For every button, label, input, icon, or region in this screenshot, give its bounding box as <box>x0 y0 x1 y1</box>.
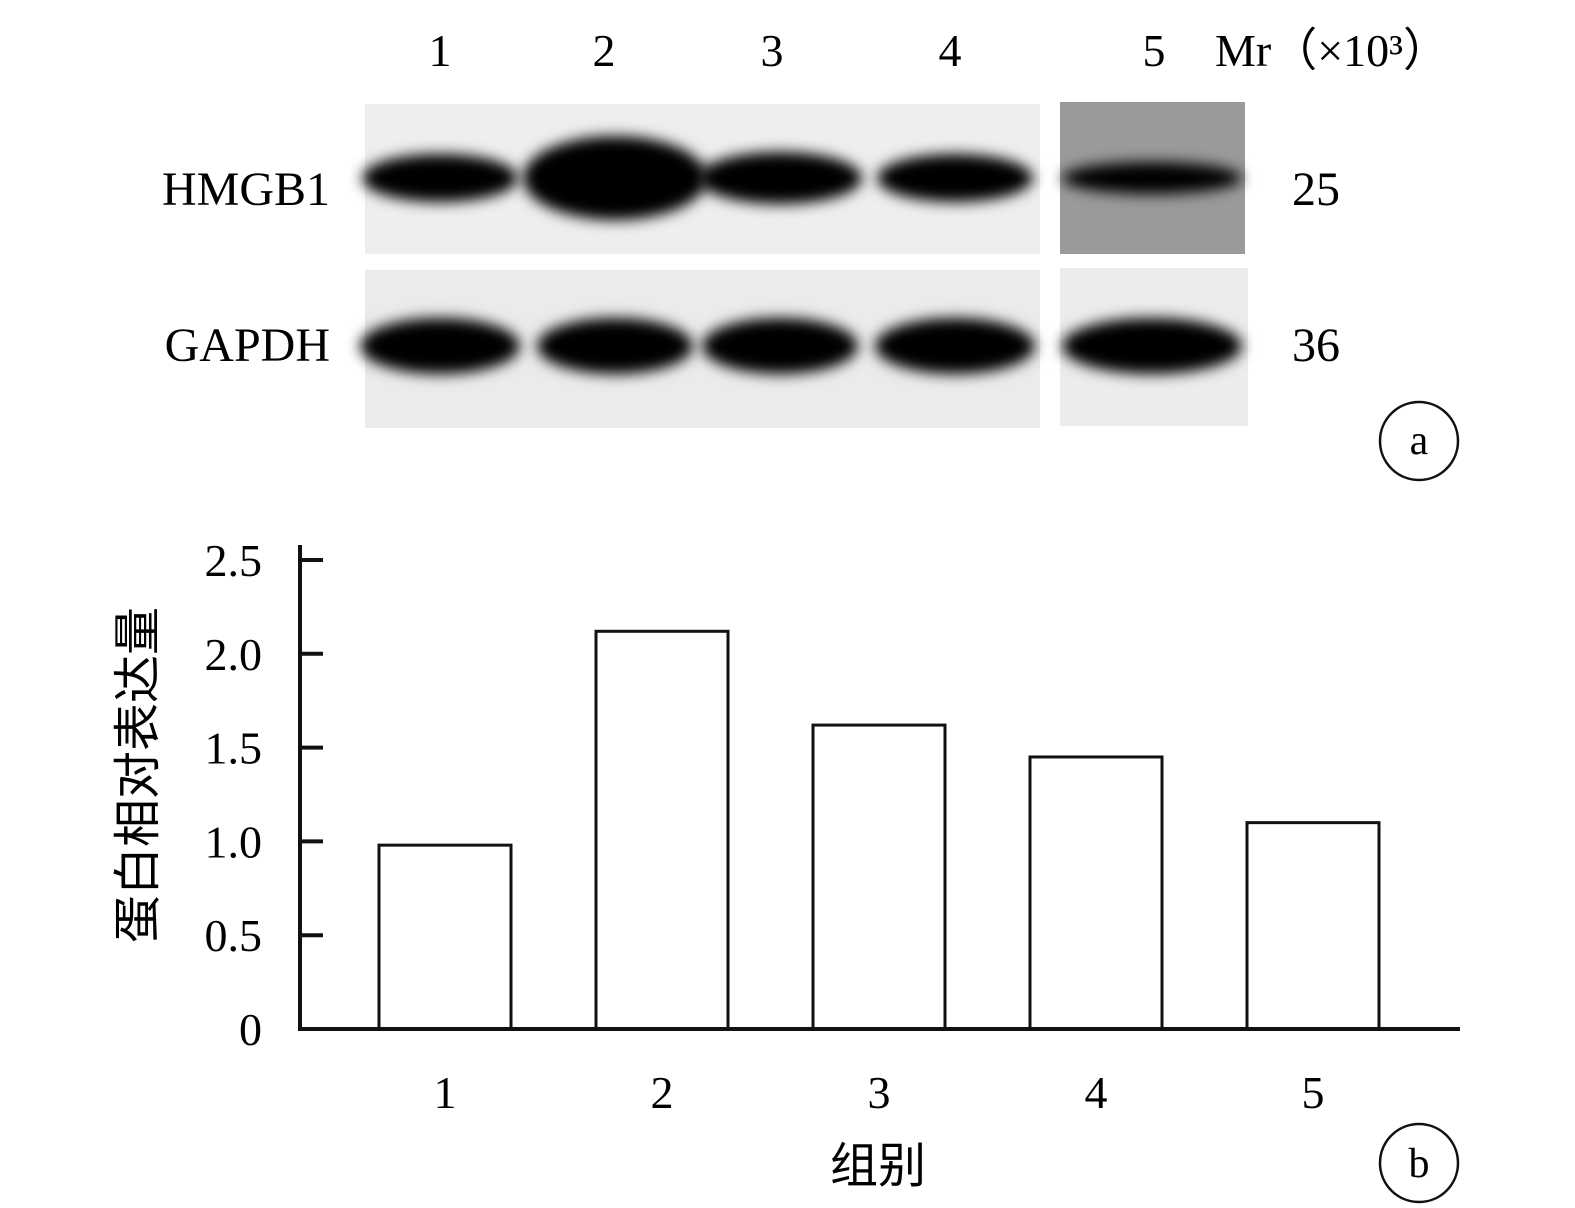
bar-chart-panel: 0 0.5 1.0 1.5 2.0 2.5 1 2 3 4 5 蛋白相对表达量 组别 b <box>110 535 1460 1204</box>
bar-4 <box>1028 755 1164 1031</box>
band-gapdh-lane-4 <box>875 318 1035 374</box>
band-gapdh-lane-5 <box>1062 318 1242 374</box>
y-axis-title: 蛋白相对表达量 <box>110 607 166 943</box>
mr-label: Mr（×10³） <box>1215 25 1449 76</box>
x-tick-label: 1 <box>434 1067 457 1118</box>
x-axis-ticks: 1 2 3 4 5 <box>434 1067 1325 1118</box>
bar-5 <box>1245 821 1381 1031</box>
y-tick-label: 2.0 <box>205 629 263 680</box>
row-label-gapdh: GAPDH <box>165 319 330 372</box>
band-hmgb1-lane-5 <box>1062 162 1242 194</box>
mr-value-gapdh: 36 <box>1292 319 1340 372</box>
svg-text:b: b <box>1409 1141 1430 1187</box>
y-tick-label: 1.5 <box>205 723 263 774</box>
western-blot-panel: 1 2 3 4 5 Mr（×10³） HMGB1 GAPDH 25 36 a <box>162 25 1460 482</box>
y-tick-label: 0.5 <box>205 910 263 961</box>
band-hmgb1-lane-4 <box>877 154 1033 202</box>
x-tick-label: 5 <box>1302 1067 1325 1118</box>
band-gapdh-lane-2 <box>537 318 693 374</box>
x-axis-title: 组别 <box>830 1138 926 1194</box>
lane-label-5: 5 <box>1143 25 1166 76</box>
row-label-hmgb1: HMGB1 <box>162 163 330 216</box>
panel-tag-a: a <box>1378 400 1460 482</box>
band-hmgb1-lane-2 <box>523 136 707 220</box>
bar-3 <box>811 723 947 1031</box>
y-tick-label: 1.0 <box>205 816 263 867</box>
y-tick-label: 0 <box>239 1004 262 1055</box>
x-tick-label: 2 <box>651 1067 674 1118</box>
lane-label-4: 4 <box>939 25 962 76</box>
panel-tag-b: b <box>1378 1122 1460 1204</box>
band-hmgb1-lane-1 <box>362 154 518 202</box>
x-tick-label: 3 <box>868 1067 891 1118</box>
lane-label-2: 2 <box>593 25 616 76</box>
lane-labels: 1 2 3 4 5 <box>429 25 1166 76</box>
svg-text:a: a <box>1410 418 1429 464</box>
band-hmgb1-lane-3 <box>698 152 862 204</box>
bar-1 <box>377 843 513 1031</box>
bar-2 <box>594 629 730 1031</box>
blot-bands <box>360 136 1242 374</box>
lane-label-1: 1 <box>429 25 452 76</box>
mr-value-hmgb1: 25 <box>1292 163 1340 216</box>
y-axis-ticks: 0 0.5 1.0 1.5 2.0 2.5 <box>205 535 323 1055</box>
band-gapdh-lane-3 <box>702 318 858 374</box>
y-tick-label: 2.5 <box>205 535 263 586</box>
lane-label-3: 3 <box>761 25 784 76</box>
band-gapdh-lane-1 <box>360 318 520 374</box>
x-tick-label: 4 <box>1085 1067 1108 1118</box>
bars <box>377 629 1381 1031</box>
